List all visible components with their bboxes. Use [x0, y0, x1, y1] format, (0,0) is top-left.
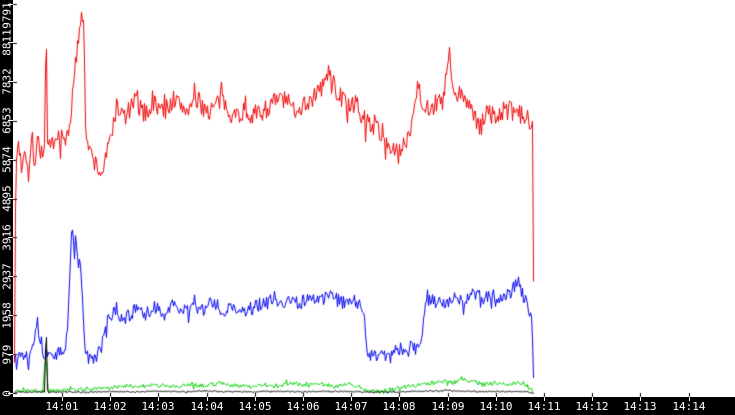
strip-chart: 0979195829373916489558746853783288119791… — [0, 0, 735, 415]
plot-area — [0, 0, 735, 415]
